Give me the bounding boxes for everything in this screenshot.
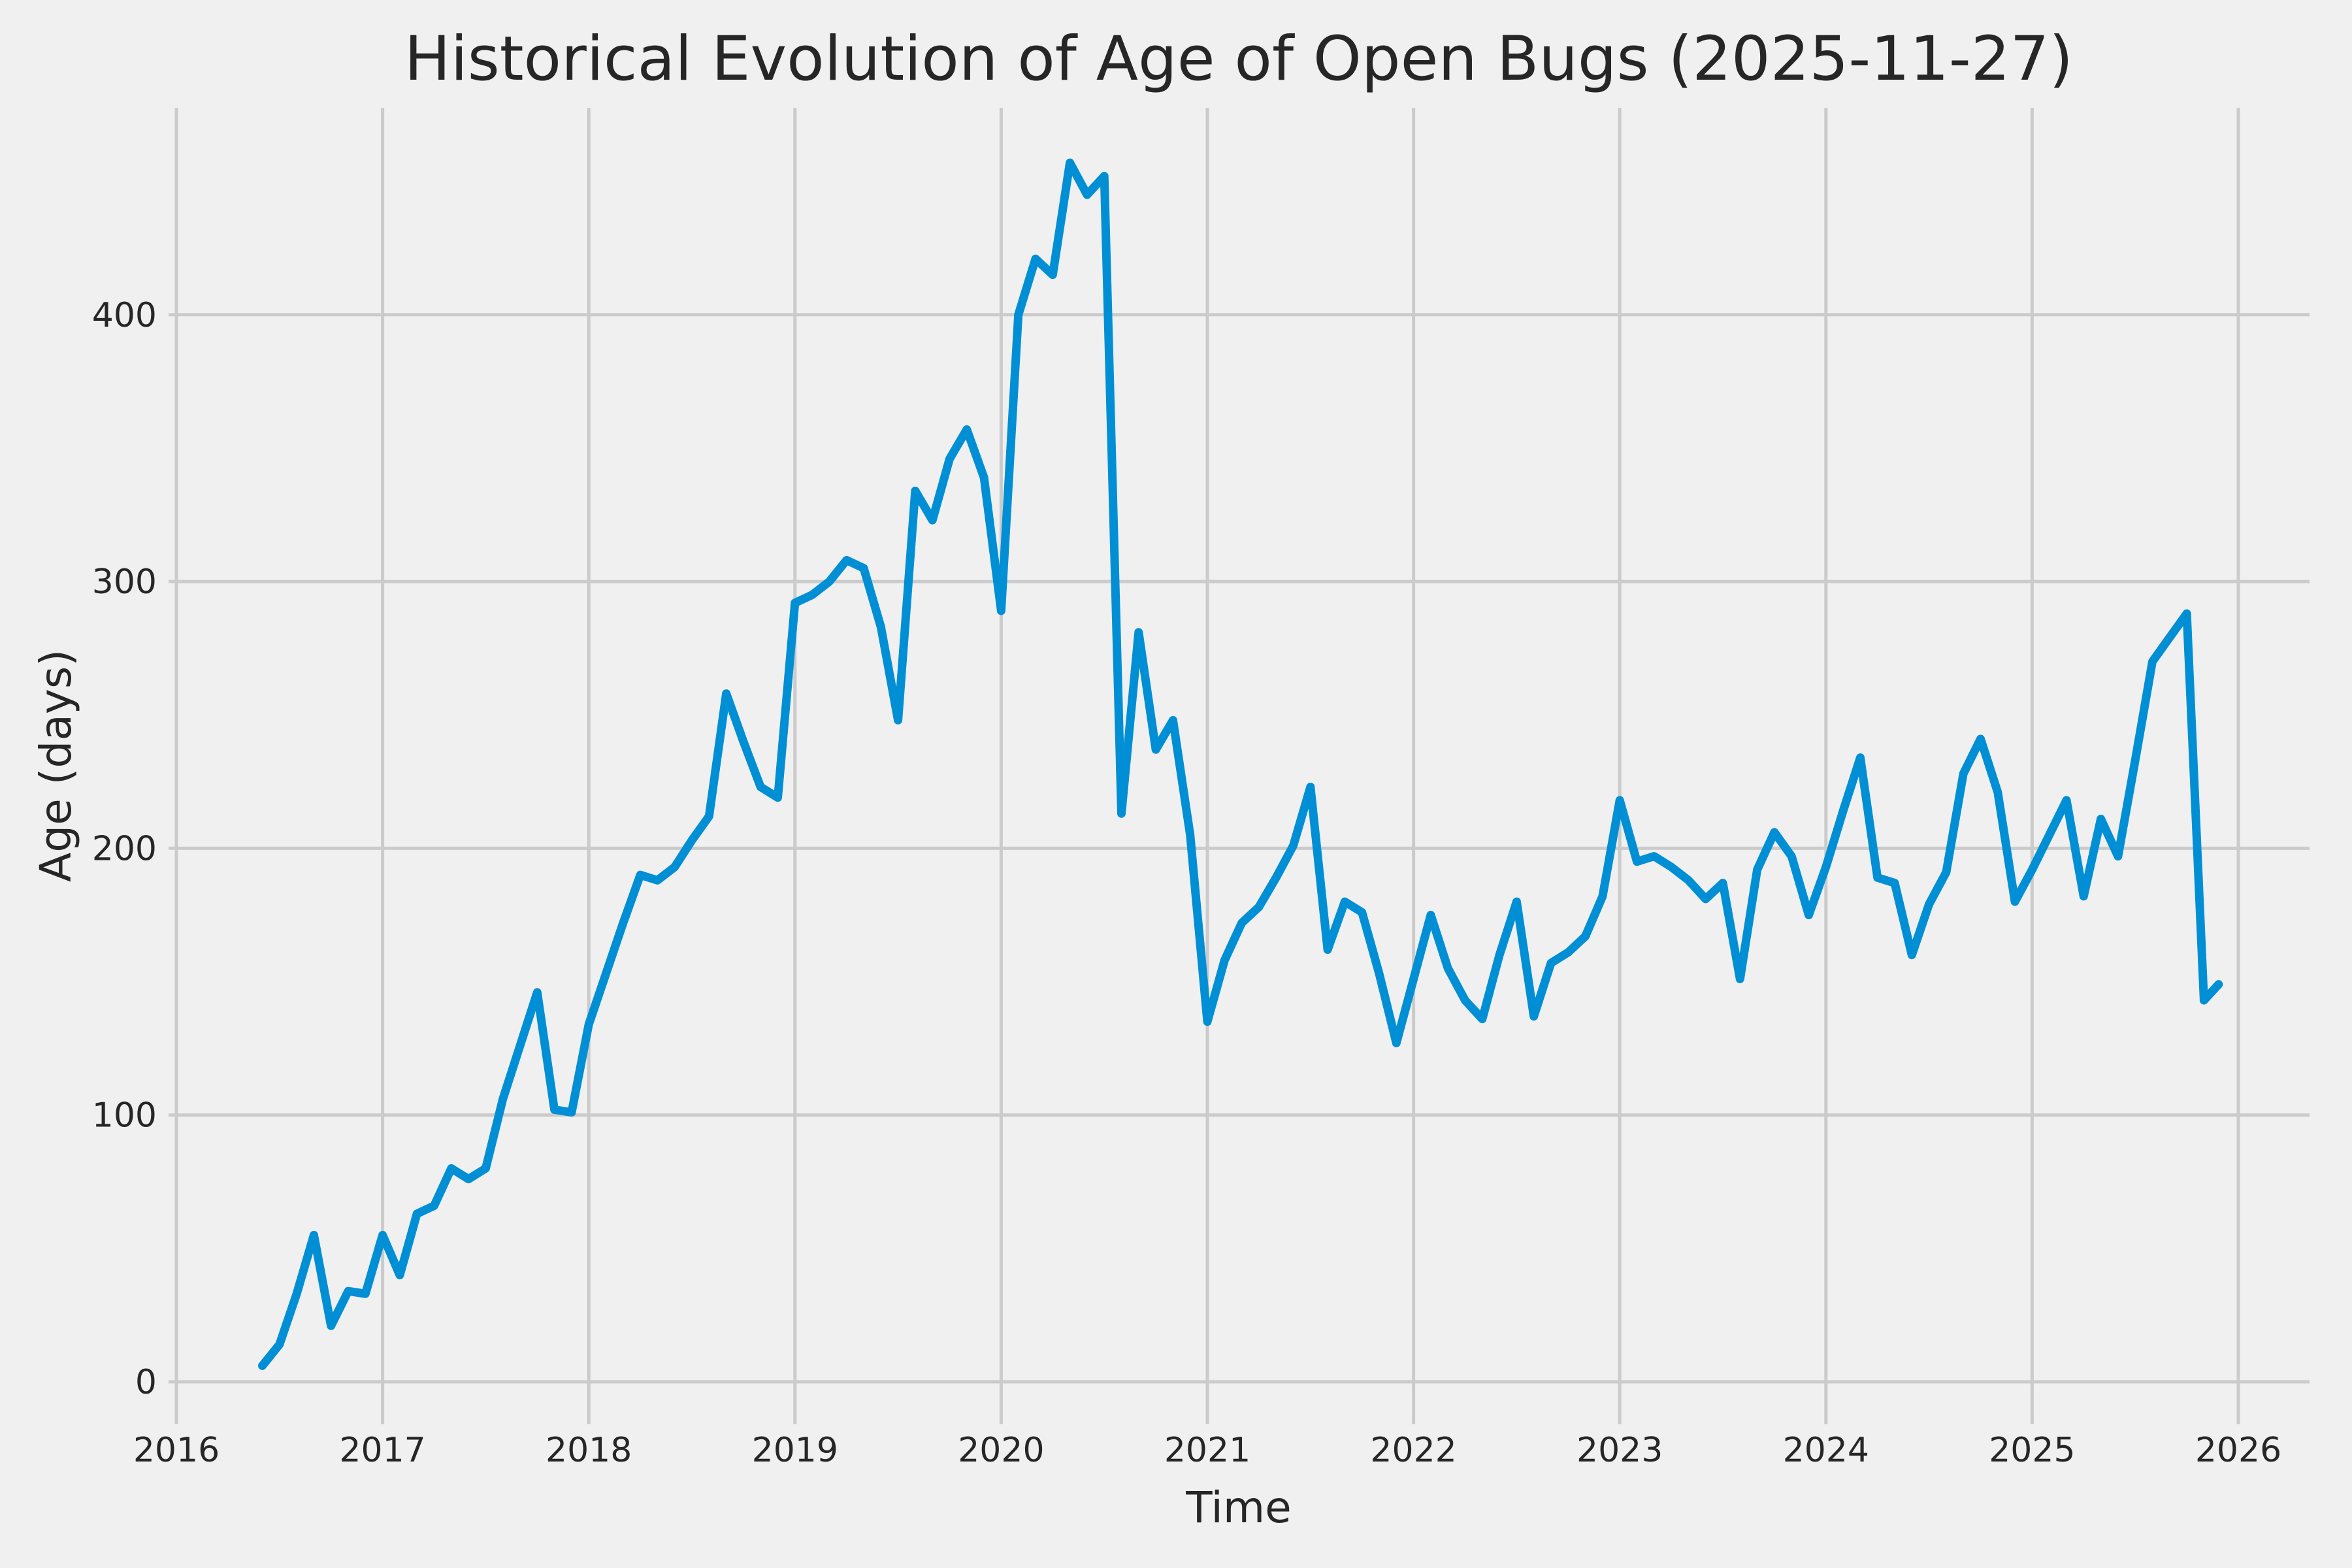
x-tick-label: 2017 [339, 1431, 425, 1470]
series-layer [258, 158, 2223, 1370]
y-tick-label: 300 [92, 563, 157, 602]
x-tick-label: 2025 [1989, 1431, 2075, 1470]
x-axis-label: Time [1185, 1482, 1292, 1533]
x-tick-label: 2024 [1783, 1431, 1869, 1470]
chart-title: Historical Evolution of Age of Open Bugs… [404, 24, 2073, 95]
y-tick-label: 200 [92, 829, 157, 868]
x-tick-label: 2016 [133, 1431, 220, 1470]
x-tick-label: 2021 [1164, 1431, 1250, 1470]
x-tick-label: 2018 [546, 1431, 632, 1470]
x-tick-label: 2022 [1370, 1431, 1456, 1470]
x-tick-label: 2026 [2195, 1431, 2281, 1470]
tick-label-layer: 2016 2017 2018 2019 2020 2021 2022 2023 2024 2025… [92, 296, 2281, 1470]
age-of-open-bugs-line [258, 158, 2223, 1370]
y-axis-label: Age (days) [31, 649, 81, 882]
x-tick-label: 2019 [752, 1431, 838, 1470]
x-tick-label: 2020 [958, 1431, 1044, 1470]
y-tick-label: 100 [92, 1096, 157, 1135]
x-tick-label: 2023 [1576, 1431, 1663, 1470]
y-tick-label: 0 [135, 1363, 157, 1402]
y-tick-label: 400 [92, 296, 157, 335]
